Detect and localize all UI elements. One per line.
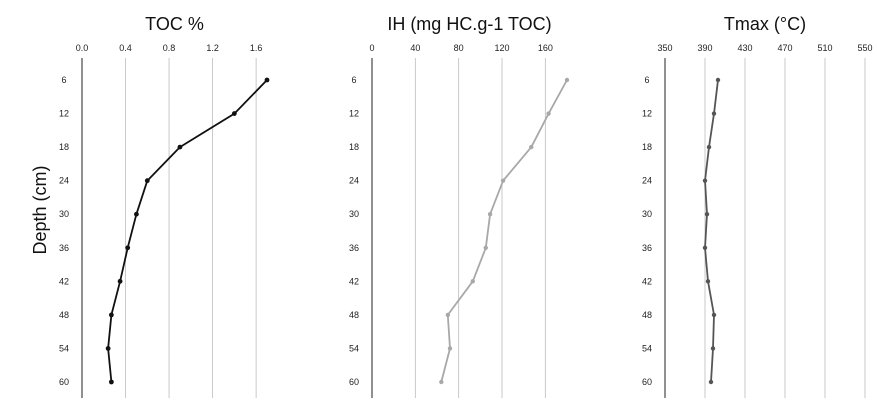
toc-data-point [117,278,123,284]
tmax-data-point [710,346,716,351]
toc-y-tick-label: 48 [59,310,69,320]
ih-data-point [445,312,451,318]
tmax-data-point [706,144,712,150]
tmax-x-tick-label: 470 [777,43,792,53]
ih-y-tick-label: 18 [349,142,359,152]
ih-y-tick-label: 24 [349,176,359,186]
ih-y-tick-label: 48 [349,310,359,320]
tmax-data-point [715,77,721,83]
tmax-y-tick-label: 24 [642,176,652,186]
ih-data-point [483,245,488,250]
toc-y-tick-label: 18 [59,142,69,152]
tmax-y-tick-label: 6 [644,75,649,85]
tmax-title: Tmax (°C) [724,14,806,34]
tmax-data-point [704,212,710,217]
tmax-y-tick-label: 18 [642,142,652,152]
ih-x-tick-label: 160 [538,43,553,53]
toc-y-tick-label: 12 [59,109,69,119]
toc-data-point [105,346,111,351]
toc-data-point [177,144,183,150]
toc-data-point [231,111,237,116]
toc-x-tick-label: 0.4 [119,43,132,53]
tmax-data-point [705,279,711,284]
ih-y-tick-label: 60 [349,377,359,387]
tmax-x-tick-label: 510 [817,43,832,53]
toc-x-tick-label: 0.0 [76,43,89,53]
ih-title: IH (mg HC.g-1 TOC) [387,14,551,34]
ih-data-point [487,212,493,217]
toc-data-point [108,312,114,318]
tmax-x-tick-label: 350 [657,43,672,53]
tmax-y-tick-label: 54 [642,343,652,353]
tmax-y-tick-label: 30 [642,209,652,219]
toc-y-tick-label: 60 [59,377,69,387]
ih-data-point [546,111,551,116]
toc-y-tick-label: 24 [59,176,69,186]
tmax-x-tick-label: 390 [697,43,712,53]
tmax-y-tick-label: 60 [642,377,652,387]
toc-data-point [264,77,270,83]
tmax-data-point [702,178,708,183]
ih-x-tick-label: 120 [494,43,509,53]
toc-x-tick-label: 1.6 [250,43,263,53]
toc-data-point [144,178,150,184]
ih-data-point [564,77,570,83]
panel-tmax: Tmax (°C) 350 390 430 470 510 550 6 12 18 24 30 36 42… [642,14,873,398]
depth-axis-label: Depth (cm) [30,165,50,254]
ih-x-tick-label: 40 [410,43,420,53]
tmax-y-tick-label: 42 [642,276,652,286]
ih-data-point [470,279,475,284]
ih-x-tick-label: 80 [454,43,464,53]
ih-y-tick-label: 12 [349,109,359,119]
toc-y-tick-label: 54 [59,343,69,353]
tmax-series-line [704,79,719,383]
tmax-y-tick-label: 12 [642,109,652,119]
toc-title: TOC % [145,14,204,34]
ih-y-tick-label: 6 [351,75,356,85]
ih-data-point [447,346,453,351]
toc-data-point [125,245,131,251]
panel-ih: IH (mg HC.g-1 TOC) 0 40 80 120 160 6 12 18 24 30 36… [349,14,570,398]
tmax-y-tick-label: 48 [642,310,652,320]
ih-y-tick-label: 54 [349,343,359,353]
tmax-data-point [708,379,714,385]
toc-y-tick-label: 30 [59,209,69,219]
ih-data-point [439,379,444,385]
tmax-y-tick-label: 36 [642,243,652,253]
tmax-x-tick-label: 550 [857,43,872,53]
panel-toc: TOC % 0.0 0.4 0.8 1.2 1.6 6 12 18 24 30 36 42 48 54 60 [59,14,270,398]
toc-x-tick-label: 0.8 [163,43,176,53]
ih-y-tick-label: 36 [349,243,359,253]
ih-y-tick-label: 30 [349,209,359,219]
tmax-data-point [711,111,717,116]
ih-y-tick-label: 42 [349,276,359,286]
ih-x-tick-label: 0 [369,43,374,53]
toc-x-tick-label: 1.2 [206,43,219,53]
toc-y-tick-label: 42 [59,276,69,286]
ih-data-point [500,178,506,183]
toc-y-tick-label: 36 [59,243,69,253]
toc-y-tick-label: 6 [61,75,66,85]
tmax-data-point [702,245,708,250]
tmax-x-tick-label: 430 [737,43,752,53]
tmax-data-point [711,312,717,318]
toc-series-line [107,79,268,383]
ih-series-line [440,79,568,383]
toc-data-point [134,211,139,217]
ih-data-point [529,144,534,150]
toc-data-point [108,379,114,385]
